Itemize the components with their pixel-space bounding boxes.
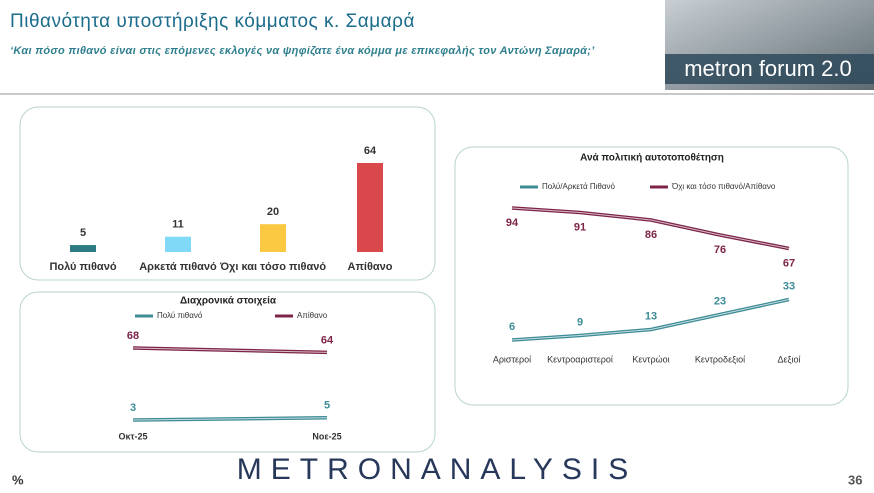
x-tick-label: Νοε-25	[312, 431, 341, 441]
logo-band	[665, 54, 874, 84]
panel	[454, 146, 849, 406]
data-label: 68	[127, 330, 139, 342]
legend-label: Πολύ πιθανό	[157, 311, 203, 320]
series-line-highlight	[132, 417, 328, 421]
x-tick-label: Αρκετά πιθανό	[139, 261, 217, 273]
title: Πιθανότητα υποστήριξης κόμματος κ. Σαμαρ…	[10, 11, 415, 32]
x-tick-label: Κεντρώοι	[632, 354, 669, 364]
subtitle: ‘Και πόσο πιθανό είναι στις επόμενες εκλ…	[10, 45, 595, 57]
x-tick-label: Κεντροαριστεροί	[547, 354, 613, 364]
series-line-highlight	[511, 207, 790, 249]
page-number: 36	[848, 472, 862, 487]
x-tick-label: Αριστεροί	[493, 354, 531, 364]
data-label: 86	[645, 229, 657, 241]
data-label: 64	[364, 145, 377, 157]
logo: metron forum 2.0	[684, 56, 852, 81]
panel	[19, 291, 436, 453]
legend-label: Πολύ/Αρκετά Πιθανό	[542, 182, 615, 191]
data-label: 5	[80, 227, 86, 239]
data-label: 76	[714, 244, 726, 256]
unit: %	[12, 472, 24, 487]
data-label: 6	[509, 321, 515, 333]
chart-title: Ανά πολιτική αυτοτοποθέτηση	[580, 153, 724, 164]
data-label: 91	[574, 221, 586, 233]
x-tick-label: Όχι και τόσο πιθανό	[219, 261, 326, 273]
x-tick-label: Πολύ πιθανό	[49, 261, 116, 273]
bar	[70, 245, 96, 252]
data-label: 94	[506, 217, 519, 229]
bar	[165, 236, 191, 252]
data-label: 3	[130, 402, 136, 414]
data-label: 67	[783, 257, 795, 269]
series-line-highlight	[511, 299, 790, 341]
x-tick-label: Οκτ-25	[118, 431, 147, 441]
x-tick-label: Απίθανο	[348, 261, 393, 273]
x-tick-label: Δεξιοί	[777, 354, 800, 364]
panel	[19, 106, 436, 281]
data-label: 13	[645, 310, 657, 322]
data-label: 9	[577, 316, 583, 328]
legend-label: Όχι και τόσο πιθανό/Απίθανο	[671, 182, 776, 191]
data-label: 23	[714, 295, 726, 307]
legend-label: Απίθανο	[297, 311, 328, 320]
bar	[357, 163, 383, 252]
series-line-highlight	[132, 347, 328, 353]
x-tick-label: Κεντροδεξιοί	[695, 354, 745, 364]
data-label: 11	[172, 219, 184, 231]
data-label: 5	[324, 400, 330, 412]
chart-title: Διαχρονικά στοιχεία	[180, 296, 277, 307]
data-label: 64	[321, 334, 334, 346]
bar	[260, 224, 286, 252]
data-label: 33	[783, 280, 795, 292]
brand: METRONANALYSIS	[237, 453, 638, 486]
data-label: 20	[267, 206, 279, 218]
